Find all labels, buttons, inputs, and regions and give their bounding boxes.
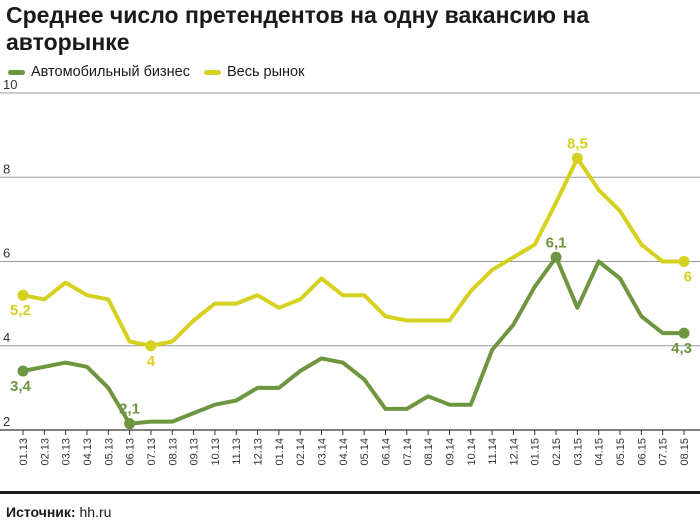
x-tick-label: 04.15 — [594, 438, 606, 466]
series-line-auto — [21, 255, 686, 426]
x-tick-label: 03.15 — [572, 438, 584, 466]
data-label-auto: 6,1 — [546, 234, 567, 251]
point-marker-auto — [17, 365, 29, 377]
x-tick-label: 06.15 — [636, 438, 648, 466]
x-tick-label: 02.15 — [551, 438, 563, 466]
legend-label-market: Весь рынок — [226, 64, 305, 80]
x-tick-label: 11.13 — [231, 438, 243, 465]
x-tick-label: 06.14 — [380, 438, 392, 466]
data-label-market: 6 — [684, 269, 692, 286]
source-note: Источник: hh.ru — [6, 504, 111, 520]
x-tick-label: 04.14 — [338, 438, 350, 466]
y-tick-label: 10 — [3, 77, 17, 92]
x-tick-label: 10.14 — [466, 438, 478, 466]
x-tick-label: 02.14 — [295, 438, 307, 466]
point-marker-market — [571, 152, 583, 164]
chart-title: Среднее число претендентов на одну вакан… — [6, 2, 590, 55]
point-marker-market — [17, 289, 29, 301]
point-marker-auto — [550, 251, 562, 263]
x-tick-label: 06.13 — [125, 438, 137, 466]
point-marker-auto — [678, 327, 690, 339]
x-tick-label: 05.15 — [615, 438, 627, 466]
x-tick-label: 07.13 — [146, 438, 158, 466]
x-tick-label: 12.13 — [253, 438, 265, 466]
y-tick-label: 6 — [3, 246, 10, 261]
x-tick-label: 02.13 — [39, 438, 51, 466]
legend: Автомобильный бизнес Весь рынок — [8, 62, 318, 82]
x-tick-label: 09.13 — [189, 438, 201, 466]
source-label: Источник: — [6, 504, 76, 520]
line-chart: 2 4 6 8 10 01.13 02.13 03.13 04.13 05.13 06.13 07.1… — [0, 77, 700, 466]
x-tick-label: 01.13 — [18, 438, 30, 466]
y-tick-label: 2 — [3, 414, 10, 429]
x-tick-label: 03.14 — [317, 438, 329, 466]
legend-item-market: Весь рынок — [203, 64, 305, 80]
series-line-market — [21, 156, 686, 348]
point-marker-auto — [124, 418, 136, 430]
legend-swatch-market — [203, 69, 221, 75]
y-tick-label: 4 — [3, 330, 10, 345]
x-tick-label: 07.15 — [658, 438, 670, 466]
y-tick-label: 8 — [3, 161, 10, 176]
data-label-auto: 2,1 — [119, 401, 140, 418]
x-tick-label: 09.14 — [444, 438, 456, 466]
data-label-market: 8,5 — [567, 135, 588, 152]
point-marker-market — [145, 340, 157, 352]
source-value: hh.ru — [79, 504, 112, 520]
x-tick-label: 08.14 — [423, 438, 435, 466]
x-tick-label: 03.13 — [61, 438, 73, 466]
x-tick-label: 05.14 — [359, 438, 371, 466]
data-label-auto: 4,3 — [671, 340, 692, 357]
data-label-auto: 3,4 — [10, 378, 32, 395]
legend-swatch-auto — [8, 69, 25, 75]
x-tick-label: 05.13 — [103, 438, 115, 466]
x-tick-label: 10.13 — [210, 438, 222, 466]
x-tick-label: 08.13 — [167, 438, 179, 466]
footer-divider — [0, 491, 700, 494]
data-label-market: 5,2 — [10, 302, 31, 319]
x-tick-label: 01.15 — [530, 438, 542, 466]
x-tick-label: 11.14 — [487, 438, 499, 465]
x-tick-label: 07.14 — [402, 438, 414, 466]
point-marker-market — [678, 256, 690, 267]
legend-label-auto: Автомобильный бизнес — [31, 64, 190, 80]
data-label-market: 4 — [147, 353, 156, 370]
x-tick-label: 04.13 — [82, 438, 94, 466]
legend-item-auto: Автомобильный бизнес — [8, 64, 190, 80]
x-tick-label: 12.14 — [508, 438, 520, 466]
x-tick-label: 08.15 — [679, 438, 691, 466]
x-tick-label: 01.14 — [274, 438, 286, 466]
